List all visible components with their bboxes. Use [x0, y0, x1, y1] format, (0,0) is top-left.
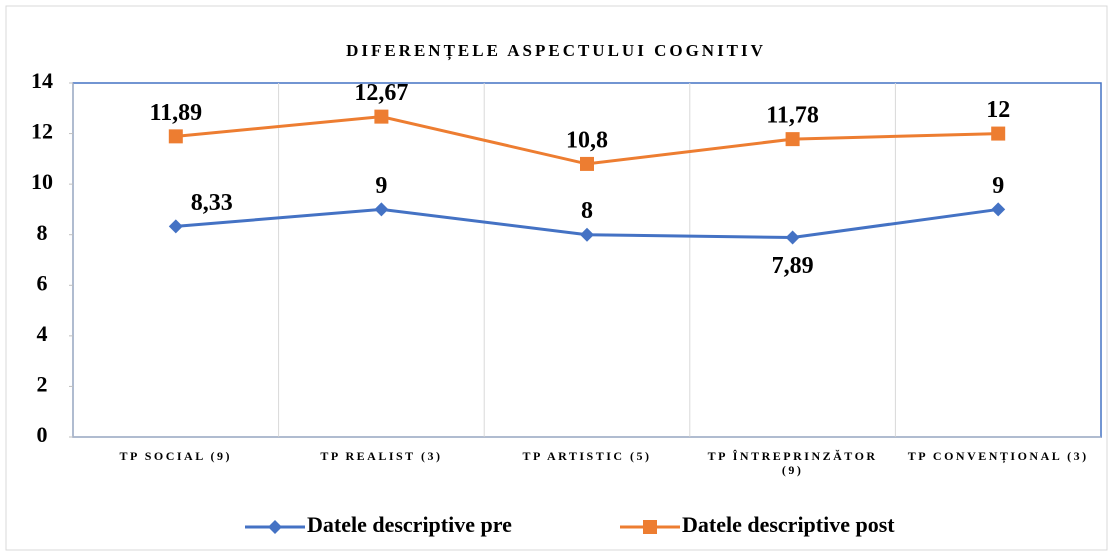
point-marker [991, 202, 1006, 217]
legend-label: Datele descriptive pre [307, 512, 512, 537]
value-label: 10,8 [566, 127, 608, 153]
point-marker [785, 230, 800, 245]
y-tick-label: 2 [37, 371, 48, 396]
value-label: 9 [375, 173, 387, 199]
x-tick-label: TP CONVENȚIONAL (3) [907, 449, 1089, 463]
y-tick-label: 12 [31, 119, 53, 144]
x-tick-label: TP ÎNTREPRINZĂTOR (9) [707, 449, 878, 477]
legend-marker [268, 520, 282, 534]
point-marker [785, 132, 800, 147]
y-tick-label: 4 [37, 321, 48, 346]
value-label: 12,67 [354, 80, 408, 106]
y-tick-label: 10 [31, 169, 53, 194]
value-label: 11,78 [766, 103, 819, 129]
value-label: 7,89 [772, 253, 814, 279]
x-tick-label: TP REALIST (3) [320, 449, 443, 463]
x-tick-label: TP SOCIAL (9) [119, 449, 233, 463]
y-tick-label: 14 [31, 68, 53, 93]
value-label: 9 [992, 173, 1004, 199]
chart-title: DIFERENȚELE ASPECTULUI COGNITIV [346, 41, 766, 61]
point-marker [374, 202, 389, 217]
y-tick-label: 6 [37, 270, 48, 295]
value-label: 8,33 [191, 190, 233, 216]
x-tick-label: TP ARTISTIC (5) [522, 449, 652, 463]
point-marker [374, 109, 389, 124]
chart-frame [5, 5, 1108, 551]
point-marker [580, 227, 594, 242]
y-tick-label: 8 [37, 220, 48, 245]
point-marker [168, 219, 183, 234]
legend-label: Datele descriptive post [682, 512, 895, 537]
value-label: 12 [986, 97, 1010, 123]
point-marker [168, 129, 183, 144]
legend-marker [643, 520, 657, 534]
value-label: 8 [581, 198, 593, 224]
point-marker [991, 126, 1006, 141]
y-tick-label: 0 [37, 422, 48, 447]
value-label: 11,89 [149, 100, 202, 126]
point-marker [580, 156, 594, 171]
